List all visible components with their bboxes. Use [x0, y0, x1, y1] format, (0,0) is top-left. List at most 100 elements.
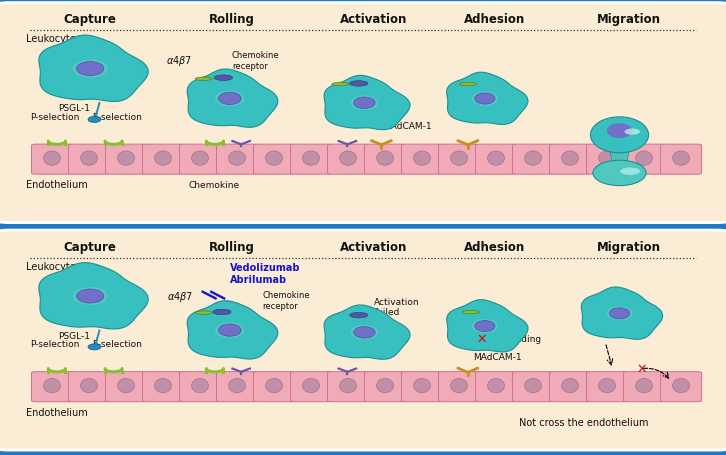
Text: Chemokine
receptor: Chemokine receptor [232, 51, 280, 71]
FancyBboxPatch shape [105, 372, 147, 402]
Text: Abrilumab: Abrilumab [230, 275, 287, 285]
Ellipse shape [599, 151, 616, 165]
Text: MAdCAM-1: MAdCAM-1 [473, 353, 522, 362]
Circle shape [349, 313, 368, 318]
Ellipse shape [44, 379, 60, 393]
Ellipse shape [88, 344, 101, 350]
Polygon shape [324, 305, 410, 359]
Ellipse shape [266, 151, 282, 165]
Circle shape [456, 140, 460, 141]
Text: Endothelium: Endothelium [26, 408, 88, 418]
Ellipse shape [607, 123, 632, 138]
Circle shape [214, 75, 232, 81]
Circle shape [370, 140, 374, 141]
Text: ✕: ✕ [477, 333, 487, 345]
Circle shape [213, 309, 231, 315]
FancyBboxPatch shape [364, 144, 406, 174]
Ellipse shape [562, 151, 579, 165]
Text: Not cross the endothelium: Not cross the endothelium [519, 419, 648, 429]
Ellipse shape [76, 289, 104, 303]
Ellipse shape [81, 379, 97, 393]
FancyBboxPatch shape [179, 144, 221, 174]
Ellipse shape [354, 327, 375, 338]
Circle shape [337, 368, 340, 369]
FancyBboxPatch shape [550, 144, 590, 174]
FancyBboxPatch shape [31, 372, 73, 402]
Polygon shape [472, 91, 498, 106]
Ellipse shape [377, 151, 393, 165]
Ellipse shape [460, 82, 476, 86]
FancyBboxPatch shape [624, 144, 664, 174]
Text: Capture: Capture [64, 13, 117, 26]
Circle shape [349, 81, 368, 86]
Text: Capture: Capture [64, 241, 117, 254]
Ellipse shape [624, 128, 640, 135]
Ellipse shape [672, 379, 690, 393]
FancyBboxPatch shape [31, 144, 73, 174]
Polygon shape [187, 301, 278, 359]
Ellipse shape [462, 310, 479, 314]
Circle shape [354, 141, 358, 142]
Circle shape [476, 367, 479, 369]
Ellipse shape [155, 151, 171, 165]
Text: Chemokine: Chemokine [189, 182, 240, 190]
Ellipse shape [192, 379, 208, 393]
Polygon shape [582, 287, 663, 339]
Text: MAdCAM-1: MAdCAM-1 [383, 122, 431, 131]
FancyBboxPatch shape [624, 372, 664, 402]
Circle shape [231, 368, 234, 369]
Polygon shape [610, 150, 629, 164]
Ellipse shape [340, 151, 356, 165]
Ellipse shape [475, 320, 495, 332]
FancyBboxPatch shape [476, 372, 517, 402]
FancyBboxPatch shape [0, 230, 726, 450]
Ellipse shape [593, 160, 646, 186]
Circle shape [354, 368, 358, 369]
Polygon shape [187, 69, 278, 127]
Text: $\alpha$4$\beta$7: $\alpha$4$\beta$7 [166, 55, 192, 68]
FancyBboxPatch shape [290, 372, 332, 402]
Polygon shape [446, 72, 528, 125]
FancyBboxPatch shape [327, 144, 369, 174]
Ellipse shape [229, 151, 245, 165]
Polygon shape [38, 263, 148, 329]
Ellipse shape [219, 92, 241, 105]
Ellipse shape [525, 379, 542, 393]
Ellipse shape [44, 151, 60, 165]
Ellipse shape [81, 151, 97, 165]
Ellipse shape [562, 379, 579, 393]
Ellipse shape [303, 151, 319, 165]
Text: E-selection: E-selection [92, 340, 142, 349]
Ellipse shape [377, 379, 393, 393]
Text: Leukocytes: Leukocytes [26, 262, 81, 272]
Polygon shape [215, 322, 245, 338]
Polygon shape [73, 60, 107, 77]
Polygon shape [351, 325, 378, 339]
Ellipse shape [635, 151, 653, 165]
Text: Activation: Activation [340, 13, 407, 26]
FancyBboxPatch shape [216, 372, 258, 402]
FancyBboxPatch shape [216, 144, 258, 174]
Circle shape [248, 368, 251, 369]
Polygon shape [215, 91, 245, 106]
FancyBboxPatch shape [513, 372, 554, 402]
Ellipse shape [590, 117, 648, 153]
FancyBboxPatch shape [439, 144, 480, 174]
Circle shape [248, 141, 251, 142]
FancyBboxPatch shape [290, 144, 332, 174]
Ellipse shape [192, 151, 208, 165]
FancyBboxPatch shape [439, 372, 480, 402]
Ellipse shape [155, 379, 171, 393]
Ellipse shape [414, 151, 431, 165]
Ellipse shape [488, 379, 505, 393]
Ellipse shape [195, 311, 212, 314]
Ellipse shape [266, 379, 282, 393]
Text: Rolling: Rolling [209, 241, 255, 254]
FancyBboxPatch shape [587, 144, 627, 174]
FancyBboxPatch shape [179, 372, 221, 402]
FancyBboxPatch shape [142, 372, 184, 402]
Ellipse shape [414, 379, 431, 393]
Ellipse shape [635, 379, 653, 393]
Text: Activation: Activation [340, 241, 407, 254]
FancyBboxPatch shape [253, 372, 295, 402]
